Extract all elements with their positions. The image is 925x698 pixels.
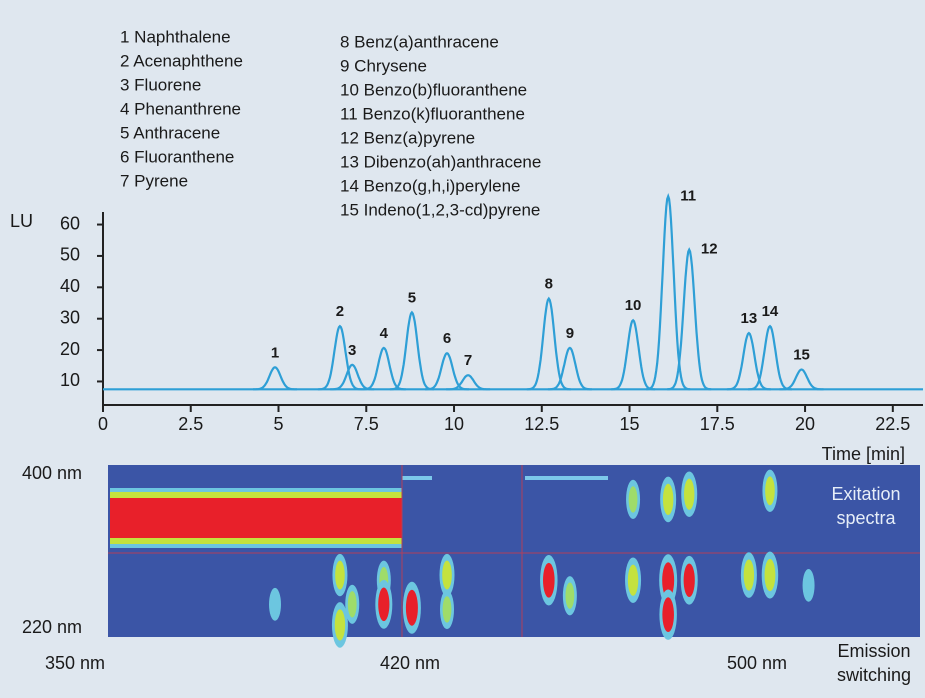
legend-entry: 4 Phenanthrene bbox=[120, 99, 241, 118]
peak bbox=[361, 346, 406, 391]
excitation-band bbox=[110, 498, 402, 538]
spot bbox=[347, 591, 357, 618]
x-tick-label: 10 bbox=[444, 414, 464, 434]
legend-entry: 13 Dibenzo(ah)anthracene bbox=[340, 152, 541, 171]
y-axis-label: LU bbox=[10, 211, 33, 231]
peak bbox=[748, 324, 792, 391]
annotation: spectra bbox=[836, 508, 896, 528]
x-tick-label: 2.5 bbox=[178, 414, 203, 434]
legend-entry: 11 Benzo(k)fluoranthene bbox=[340, 104, 525, 123]
peak-label: 1 bbox=[271, 344, 279, 361]
peak-label: 5 bbox=[408, 289, 416, 306]
x-tick-label: 0 bbox=[98, 414, 108, 434]
x-tick-label: 17.5 bbox=[700, 414, 735, 434]
peak bbox=[646, 192, 691, 391]
peak bbox=[446, 374, 491, 391]
heatmap-panel bbox=[108, 465, 920, 648]
x-tick-label: 7.5 bbox=[354, 414, 379, 434]
legend-entry: 3 Fluorene bbox=[120, 75, 201, 94]
y-label: 400 nm bbox=[22, 463, 82, 483]
legend-entry: 1 Naphthalene bbox=[120, 27, 231, 46]
spot bbox=[378, 587, 390, 622]
peak bbox=[526, 296, 571, 391]
peak bbox=[611, 318, 656, 391]
x-label: 420 nm bbox=[380, 653, 440, 673]
legend-entry: 12 Benz(a)pyrene bbox=[340, 128, 475, 147]
spot bbox=[271, 593, 279, 616]
annotation: Exitation bbox=[831, 484, 900, 504]
peak-label: 13 bbox=[741, 310, 758, 327]
peak bbox=[779, 368, 824, 391]
peak-label: 9 bbox=[566, 325, 574, 342]
peak-label: 12 bbox=[701, 241, 718, 258]
peak bbox=[253, 366, 297, 391]
y-tick-label: 20 bbox=[60, 339, 80, 359]
x-axis-label: Time [min] bbox=[822, 444, 905, 464]
y-tick-label: 50 bbox=[60, 245, 80, 265]
spot bbox=[334, 609, 346, 641]
peak-label: 11 bbox=[680, 187, 696, 204]
legend-entry: 9 Chrysene bbox=[340, 56, 427, 75]
spot bbox=[764, 558, 776, 592]
peak bbox=[317, 324, 362, 391]
spot bbox=[627, 564, 639, 596]
spot bbox=[662, 483, 674, 515]
peak bbox=[547, 346, 592, 391]
y-tick-label: 30 bbox=[60, 307, 80, 327]
legend-entry: 7 Pyrene bbox=[120, 171, 188, 190]
x-title: Emission bbox=[837, 641, 910, 661]
spot bbox=[804, 574, 813, 597]
x-tick-label: 22.5 bbox=[875, 414, 910, 434]
y-tick-label: 40 bbox=[60, 276, 80, 296]
peak-label: 4 bbox=[380, 325, 389, 342]
peak-label: 3 bbox=[348, 342, 356, 359]
peak-label: 10 bbox=[625, 297, 642, 314]
peak-label: 8 bbox=[545, 276, 553, 293]
excitation-band bbox=[402, 476, 432, 480]
spot bbox=[743, 559, 755, 591]
x-title: switching bbox=[837, 665, 911, 685]
peak-label: 7 bbox=[464, 352, 472, 369]
spot bbox=[684, 478, 695, 510]
peak-label: 2 bbox=[336, 303, 344, 320]
y-tick-label: 10 bbox=[60, 370, 80, 390]
spot bbox=[765, 476, 775, 506]
spot bbox=[662, 562, 675, 599]
legend-entry: 14 Benzo(g,h,i)perylene bbox=[340, 176, 521, 195]
legend-entry: 2 Acenaphthene bbox=[120, 51, 243, 70]
x-label: 500 nm bbox=[727, 653, 787, 673]
legend-entry: 6 Fluoranthene bbox=[120, 147, 234, 166]
spot bbox=[442, 560, 452, 590]
peak-label: 6 bbox=[443, 330, 451, 347]
spot bbox=[335, 560, 345, 590]
excitation-band bbox=[525, 476, 608, 480]
legend-entry: 8 Benz(a)anthracene bbox=[340, 32, 499, 51]
spot bbox=[565, 582, 575, 609]
spot bbox=[683, 563, 695, 598]
peak bbox=[667, 247, 712, 391]
x-tick-label: 5 bbox=[274, 414, 284, 434]
legend-entry: 10 Benzo(b)fluoranthene bbox=[340, 80, 527, 99]
peak-label: 15 bbox=[793, 347, 810, 364]
x-tick-label: 20 bbox=[795, 414, 815, 434]
x-tick-label: 12.5 bbox=[524, 414, 559, 434]
spot bbox=[405, 589, 418, 626]
x-label: 350 nm bbox=[45, 653, 105, 673]
spot bbox=[543, 562, 555, 598]
y-tick-label: 60 bbox=[60, 213, 80, 233]
x-tick-label: 15 bbox=[620, 414, 640, 434]
peak bbox=[425, 351, 469, 391]
y-label: 220 nm bbox=[22, 617, 82, 637]
peak bbox=[726, 331, 771, 391]
spot bbox=[628, 486, 638, 513]
peak-label: 14 bbox=[762, 303, 779, 320]
legend-entry: 5 Anthracene bbox=[120, 123, 220, 142]
spot bbox=[442, 596, 452, 623]
legend-entry: 15 Indeno(1,2,3-cd)pyrene bbox=[340, 200, 540, 219]
peak bbox=[389, 310, 434, 391]
spot bbox=[662, 597, 674, 633]
